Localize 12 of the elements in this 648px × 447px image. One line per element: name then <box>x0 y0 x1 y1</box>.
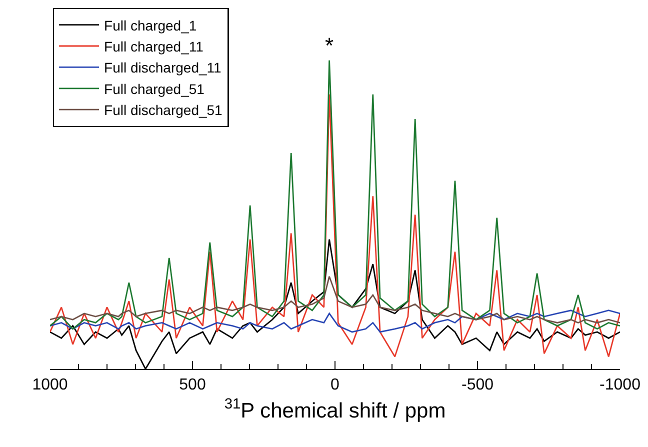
x-tick-label: 500 <box>179 376 206 394</box>
x-tick-label: 0 <box>330 376 340 394</box>
x-tick-label: -500 <box>461 376 494 394</box>
text: * <box>325 33 334 58</box>
x-axis-title: $^{31}$P chemical shift / ppm <box>224 396 446 422</box>
x-tick-label: 1000 <box>32 376 68 394</box>
legend-label: Full discharged_11 <box>104 60 222 76</box>
legend-label: Full charged_51 <box>104 80 205 97</box>
legend-label: Full charged_11 <box>104 38 204 54</box>
legend-label: Full charged_1 <box>104 17 197 34</box>
legend-label: Full discharged_51 <box>104 102 223 118</box>
x-tick-label: -1000 <box>600 376 641 394</box>
